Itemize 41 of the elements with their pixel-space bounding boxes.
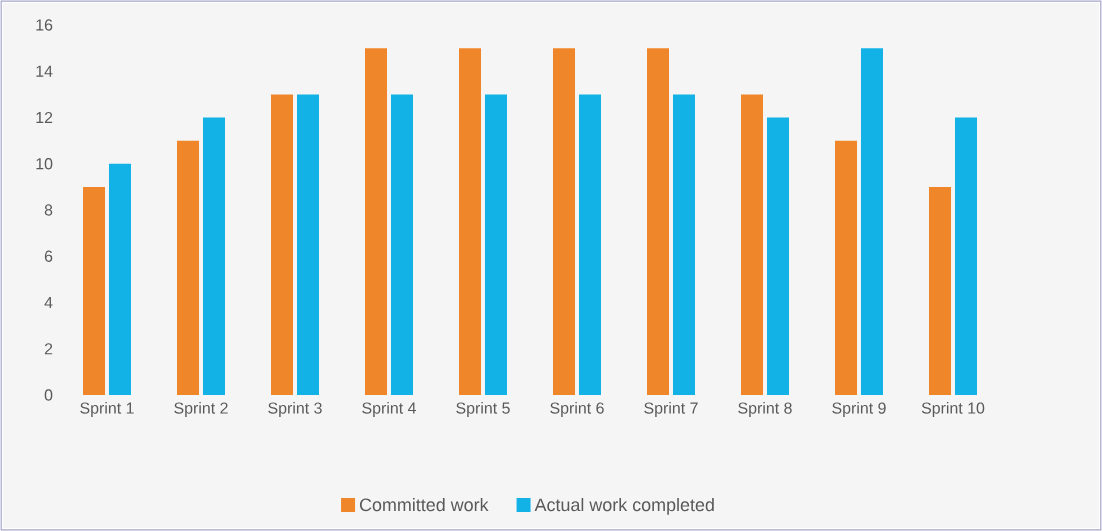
legend-label: Actual work completed <box>534 498 714 515</box>
x-tick-label: Sprint 4 <box>362 402 416 417</box>
x-tick-label: Sprint 9 <box>832 402 886 417</box>
y-tick-label: 10 <box>36 158 53 170</box>
y-tick-label: 6 <box>44 250 53 262</box>
bar <box>954 117 977 395</box>
y-tick-label: 2 <box>44 343 53 355</box>
bar <box>929 186 952 395</box>
bar <box>741 94 764 395</box>
bar <box>553 48 576 395</box>
y-tick-label: 12 <box>36 111 53 124</box>
legend-label: Committed work <box>359 498 489 512</box>
y-tick-label: 4 <box>44 297 53 308</box>
bar <box>108 163 131 395</box>
x-tick-label: Sprint 6 <box>550 402 604 417</box>
y-tick-label: 16 <box>36 19 53 31</box>
bar <box>484 94 507 395</box>
x-tick-label: Sprint 10 <box>921 402 985 417</box>
bar <box>202 117 225 395</box>
bar <box>860 48 883 395</box>
bar <box>271 94 294 395</box>
bar <box>766 117 789 395</box>
bar <box>177 140 200 395</box>
bar <box>365 48 388 395</box>
x-tick-label: Sprint 3 <box>268 402 322 417</box>
bar <box>835 140 858 395</box>
bar <box>390 94 413 395</box>
x-tick-label: Sprint 8 <box>738 402 792 417</box>
x-tick-label: Sprint 5 <box>456 402 510 417</box>
bar <box>296 94 319 395</box>
bar <box>672 94 695 395</box>
bar <box>578 94 601 395</box>
bar <box>647 48 670 395</box>
x-tick-label: Sprint 7 <box>644 402 698 417</box>
y-tick-label: 0 <box>44 389 53 401</box>
x-tick-label: Sprint 2 <box>174 402 228 417</box>
y-tick-label: 8 <box>44 204 53 216</box>
y-tick-label: 14 <box>36 65 53 77</box>
bar <box>459 48 482 395</box>
x-tick-label: Sprint 1 <box>80 402 134 417</box>
bar <box>83 186 106 395</box>
